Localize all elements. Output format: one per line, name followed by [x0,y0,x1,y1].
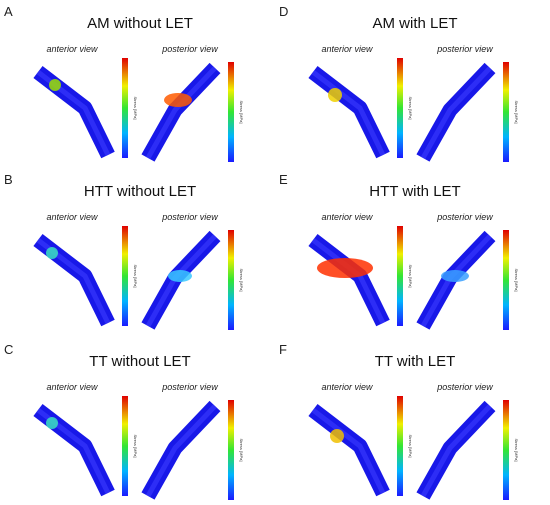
colorbar [228,62,234,162]
colorbar [397,396,403,496]
view-label: anterior view [46,44,98,54]
stress-hotspot [317,258,373,278]
stress-hotspot [164,93,192,107]
view-label: anterior view [46,382,98,392]
colorbar [503,62,509,162]
view-label: posterior view [161,44,218,54]
view-label: posterior view [161,212,218,222]
panel: A AM without LET anterior view posterior vi… [4,4,244,162]
panel-title: TT without LET [89,353,190,370]
colorbar-label: Stress [MPa] [133,435,138,458]
colorbar-label: Stress [MPa] [514,269,519,292]
panel-letter: D [279,4,288,19]
panel-letter: F [279,342,287,357]
panel-letter: A [4,4,13,19]
panel-title: AM with LET [372,15,457,32]
view-label: posterior view [436,44,493,54]
panel: E HTT with LET anterior view posterior view… [279,172,519,330]
colorbar [503,400,509,500]
panel: D AM with LET anterior view posterior view S… [279,4,519,162]
panel-title: AM without LET [87,15,193,32]
view-label: anterior view [46,212,98,222]
colorbar [503,230,509,330]
colorbar [122,396,128,496]
panel-title: HTT with LET [369,183,460,200]
view-label: anterior view [321,44,373,54]
posterior-model-shade [145,404,217,498]
stress-hotspot [441,270,469,282]
stress-hotspot [46,247,58,259]
colorbar-label: Stress [MPa] [133,265,138,288]
anterior-model [33,66,115,159]
colorbar [122,58,128,158]
panel: B HTT without LET anterior view posterior v… [4,172,244,330]
posterior-model-shade [145,66,217,160]
view-label: anterior view [321,382,373,392]
colorbar [397,58,403,158]
colorbar-label: Stress [MPa] [408,97,413,120]
colorbar [122,226,128,326]
panel-letter: B [4,172,13,187]
colorbar-label: Stress [MPa] [239,269,244,292]
panel-letter: E [279,172,288,187]
colorbar [228,400,234,500]
stress-hotspot [328,88,342,102]
colorbar-label: Stress [MPa] [408,265,413,288]
stress-hotspot [330,429,344,443]
anterior-model-shade [311,408,386,495]
view-label: posterior view [436,382,493,392]
panel-letter: C [4,342,13,357]
colorbar [228,230,234,330]
posterior-model-shade [420,66,492,160]
posterior-model-shade [420,404,492,498]
anterior-model [308,234,390,327]
colorbar-label: Stress [MPa] [239,439,244,462]
panel-title: TT with LET [375,353,456,370]
view-label: posterior view [161,382,218,392]
anterior-model [308,404,390,497]
colorbar [397,226,403,326]
stress-hotspot [49,79,61,91]
view-label: anterior view [321,212,373,222]
colorbar-label: Stress [MPa] [408,435,413,458]
colorbar-label: Stress [MPa] [239,101,244,124]
stress-hotspot [168,270,192,282]
colorbar-label: Stress [MPa] [514,101,519,124]
anterior-model-shade [311,70,386,157]
colorbar-label: Stress [MPa] [133,97,138,120]
stress-hotspot [46,417,58,429]
view-label: posterior view [436,212,493,222]
panel: C TT without LET anterior view posterior vi… [4,342,244,500]
panel: F TT with LET anterior view posterior view S… [279,342,519,500]
colorbar-label: Stress [MPa] [514,439,519,462]
panel-title: HTT without LET [84,183,196,200]
anterior-model [308,66,390,159]
